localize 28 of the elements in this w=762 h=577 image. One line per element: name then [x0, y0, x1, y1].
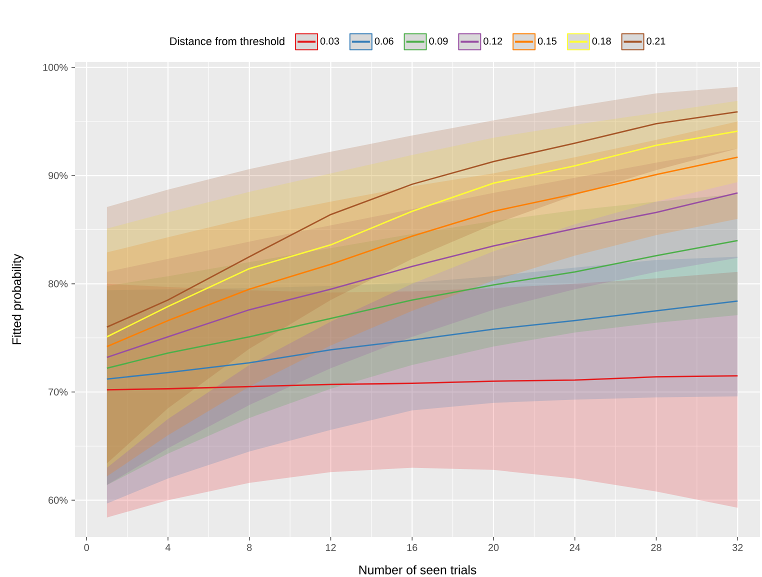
y-tick-label: 80%	[48, 280, 68, 288]
y-tick-label: 60%	[48, 496, 68, 504]
y-axis-title: Fitted probability	[12, 254, 24, 344]
legend-label: 0.18	[592, 38, 611, 45]
x-tick-label: 32	[732, 544, 743, 552]
legend-label: 0.06	[374, 38, 394, 45]
legend-label: 0.15	[538, 38, 557, 45]
line-series	[106, 240, 738, 369]
x-tick-label: 16	[407, 544, 418, 552]
line-series	[106, 156, 738, 348]
x-tick-label: 24	[570, 544, 580, 551]
legend-label: 0.09	[429, 38, 448, 45]
y-tick-label: 90%	[48, 172, 68, 180]
legend-label: 0.12	[484, 38, 502, 45]
x-axis-title: Number of seen trials	[359, 565, 476, 574]
line-series	[106, 300, 738, 380]
x-tick-label: 8	[247, 544, 252, 552]
x-tick-label: 28	[651, 544, 662, 552]
x-tick-label: 4	[165, 544, 170, 551]
legend-title: Distance from threshold	[170, 37, 284, 46]
x-tick-label: 20	[488, 544, 499, 552]
legend-label: 0.21	[646, 38, 666, 45]
y-tick-label: 70%	[48, 388, 68, 396]
y-tick-label: 100%	[43, 64, 68, 71]
legend-label: 0.03	[320, 38, 339, 45]
x-tick-label: 12	[326, 544, 336, 551]
x-tick-label: 0	[84, 544, 89, 552]
line-series	[106, 192, 738, 358]
